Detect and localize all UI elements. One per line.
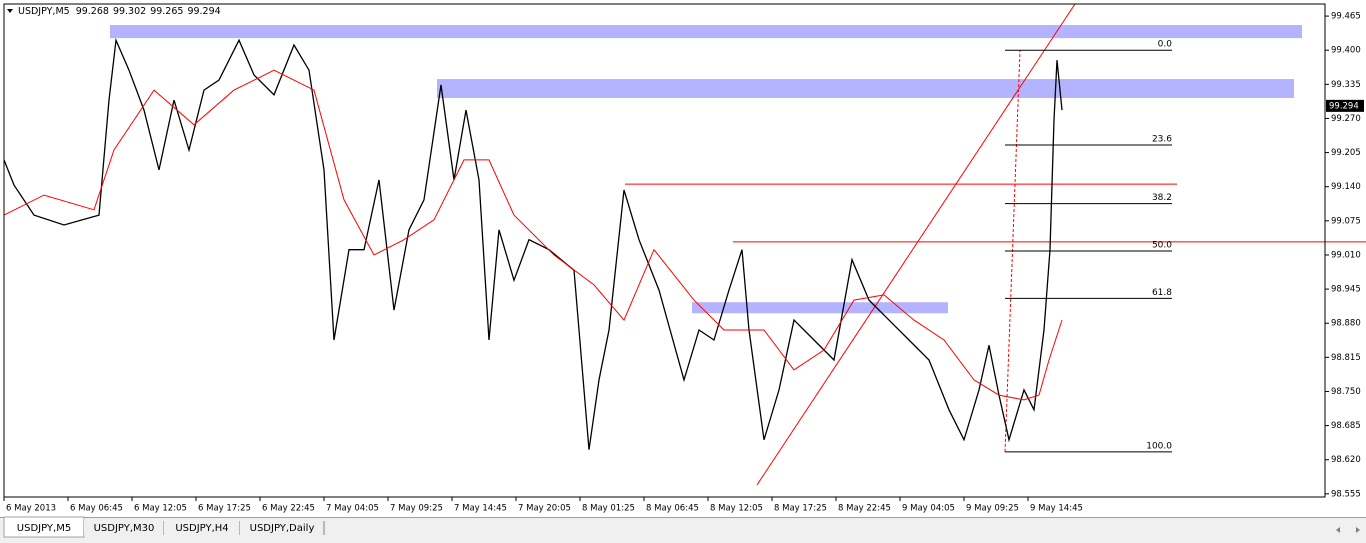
y-tick-label: 98.945 bbox=[1331, 285, 1361, 295]
y-tick-label: 99.400 bbox=[1331, 46, 1361, 56]
x-tick-label: 8 May 17:25 bbox=[774, 504, 827, 514]
fibo-label: 100.0 bbox=[1146, 441, 1172, 451]
x-tick-label: 7 May 04:05 bbox=[326, 504, 379, 514]
tab[interactable] bbox=[84, 519, 164, 535]
fibo-label: 50.0 bbox=[1152, 241, 1172, 251]
ohlc-value: 99.265 bbox=[150, 6, 183, 17]
tabs: USDJPY,M5 USDJPY,M30 USDJPY,H4 USDJPY,Daily bbox=[3, 516, 325, 538]
ohlc-value: 99.302 bbox=[113, 6, 146, 17]
x-tick-label: 7 May 09:25 bbox=[390, 504, 443, 514]
y-tick-label: 98.620 bbox=[1331, 455, 1361, 465]
ohlc-value: 99.294 bbox=[187, 6, 220, 17]
y-tick-label: 98.880 bbox=[1331, 319, 1361, 329]
y-tick-label: 99.465 bbox=[1331, 12, 1361, 22]
last-price-label: 99.294 bbox=[1329, 101, 1359, 111]
y-tick-label: 99.270 bbox=[1331, 114, 1361, 124]
tab-label[interactable]: USDJPY,M5 bbox=[17, 523, 71, 534]
y-tick-label: 99.205 bbox=[1331, 148, 1361, 158]
tab-label[interactable]: USDJPY,M30 bbox=[94, 523, 155, 534]
x-tick-label: 7 May 20:05 bbox=[518, 504, 571, 514]
trend-line bbox=[756, 3, 1076, 486]
y-tick-label: 99.075 bbox=[1331, 216, 1361, 226]
tab[interactable] bbox=[240, 519, 324, 535]
x-tick-label: 6 May 12:05 bbox=[134, 504, 187, 514]
price-line bbox=[3, 37, 1063, 450]
y-tick-label: 99.335 bbox=[1331, 80, 1361, 90]
x-tick-label: 8 May 22:45 bbox=[838, 504, 891, 514]
tab-label[interactable]: USDJPY,H4 bbox=[175, 523, 228, 534]
y-tick-label: 98.685 bbox=[1331, 421, 1361, 431]
moving-average bbox=[3, 69, 1063, 401]
y-tick-label: 99.010 bbox=[1331, 250, 1361, 260]
ohlc-value: 99.268 bbox=[76, 6, 109, 17]
zone bbox=[692, 302, 948, 314]
y-tick-label: 98.750 bbox=[1331, 387, 1361, 397]
x-tick-label: 6 May 06:45 bbox=[70, 504, 123, 514]
x-tick-label: 7 May 14:45 bbox=[454, 504, 507, 514]
tab-label[interactable]: USDJPY,Daily bbox=[250, 523, 315, 534]
menu-arrow[interactable] bbox=[7, 9, 13, 13]
plot-area: 0.0 23.6 38.2 50.0 61.8 100.0 bbox=[3, 3, 1366, 486]
fibo-label: 61.8 bbox=[1152, 288, 1172, 298]
x-tick-label: 6 May 22:45 bbox=[262, 504, 315, 514]
fibo-label: 38.2 bbox=[1152, 193, 1172, 203]
x-tick-label: 9 May 04:05 bbox=[902, 504, 955, 514]
plot-frame bbox=[3, 3, 1326, 498]
fibo-label: 23.6 bbox=[1152, 134, 1172, 144]
x-tick-label: 8 May 01:25 bbox=[582, 504, 635, 514]
zone bbox=[437, 79, 1294, 98]
x-tick-label: 8 May 12:05 bbox=[710, 504, 763, 514]
x-tick-label: 6 May 2013 bbox=[6, 504, 56, 514]
y-tick-label: 98.815 bbox=[1331, 353, 1361, 363]
symbol: USDJPY,M5 bbox=[18, 6, 70, 17]
x-tick-label: 8 May 06:45 bbox=[646, 504, 699, 514]
chart-header: USDJPY,M5 99.268 99.302 99.265 99.294 bbox=[18, 6, 221, 17]
y-tick-label: 98.555 bbox=[1331, 489, 1361, 499]
tab[interactable] bbox=[164, 519, 240, 535]
zone bbox=[110, 25, 1302, 39]
y-tick-label: 99.140 bbox=[1331, 182, 1361, 192]
x-tick-label: 6 May 17:25 bbox=[198, 504, 251, 514]
last-price-box bbox=[1326, 99, 1364, 112]
x-tick-label: 9 May 14:45 bbox=[1030, 504, 1083, 514]
fibo-label: 0.0 bbox=[1158, 40, 1173, 50]
x-tick-label: 9 May 09:25 bbox=[966, 504, 1019, 514]
